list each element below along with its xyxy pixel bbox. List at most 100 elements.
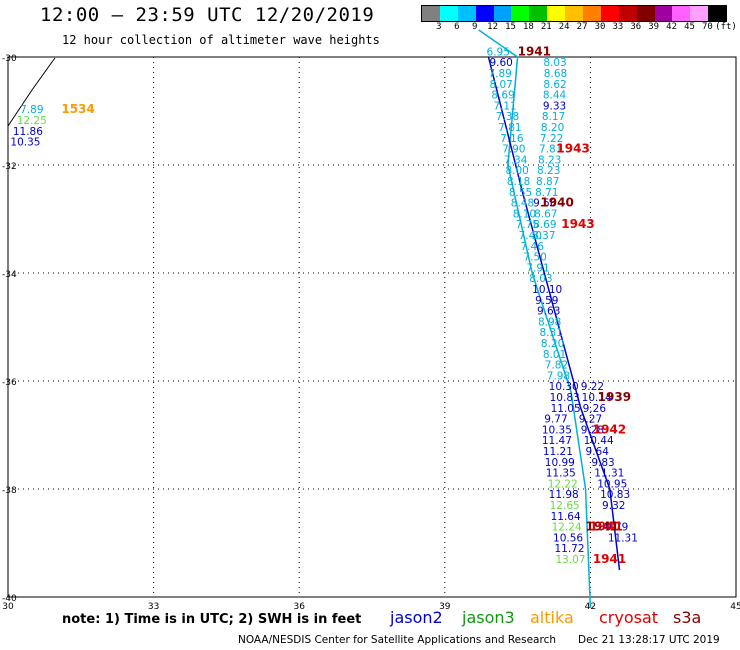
swh-value: 9.59 bbox=[535, 295, 558, 307]
swh-value: 13.07 bbox=[555, 554, 585, 566]
swh-value: 7.81 bbox=[539, 144, 562, 156]
legend-label: 30 bbox=[594, 22, 606, 32]
legend-swatch bbox=[439, 6, 458, 21]
swh-value: 9.33 bbox=[543, 100, 566, 112]
legend-label: 3 bbox=[436, 22, 442, 32]
legend-label: 21 bbox=[540, 22, 552, 32]
swh-value: 10.10 bbox=[532, 284, 562, 296]
map-frame bbox=[7, 56, 737, 598]
swh-value: 11.86 bbox=[13, 126, 43, 138]
legend-label: 18 bbox=[522, 22, 534, 32]
pass-time-label: 1939 bbox=[598, 390, 631, 404]
legend-swatch bbox=[493, 6, 512, 21]
legend-swatch bbox=[636, 6, 655, 21]
pass-time-label: 1534 bbox=[61, 102, 94, 116]
pass-time-label: 1942 bbox=[593, 422, 626, 436]
swh-value: 8.07 bbox=[489, 79, 512, 91]
legend-swatch bbox=[654, 6, 673, 21]
swh-value: 12.25 bbox=[17, 115, 47, 127]
swh-value: 12.65 bbox=[550, 500, 580, 512]
legend-swatch bbox=[529, 6, 548, 21]
lat-tick-label: -40 bbox=[2, 594, 17, 604]
lon-tick-label: 42 bbox=[585, 602, 596, 612]
swh-values: 6.959.607.898.078.697.117.387.817.167.90… bbox=[10, 46, 638, 566]
swh-value: 9.63 bbox=[537, 306, 560, 318]
swh-value: 9.32 bbox=[602, 500, 625, 512]
legend-jason2: jason2 bbox=[390, 608, 443, 627]
legend-label: 9 bbox=[471, 22, 478, 32]
legend-label: 12 bbox=[487, 22, 499, 32]
swh-value: 8.98 bbox=[538, 316, 561, 328]
swh-value: 8.18 bbox=[507, 176, 530, 188]
lat-lon-grid bbox=[7, 56, 737, 598]
swh-value: 11.31 bbox=[594, 468, 624, 480]
swh-value: 10.99 bbox=[545, 457, 575, 469]
track-line bbox=[487, 56, 621, 571]
swh-value: 9.60 bbox=[489, 57, 512, 69]
lon-tick-label: 36 bbox=[293, 602, 305, 612]
map-title: 12:00 – 23:59 UTC 12/20/2019 bbox=[40, 4, 375, 26]
pass-time-label: 1941 bbox=[518, 44, 551, 58]
swh-value: 9.79 bbox=[605, 522, 628, 534]
swh-value: 7.40 bbox=[519, 230, 542, 242]
swh-value: 8.17 bbox=[542, 111, 565, 123]
swh-value: 10.14 bbox=[582, 392, 612, 404]
swh-value: 8.62 bbox=[543, 79, 566, 91]
swh-value: 9.22 bbox=[581, 381, 604, 393]
lat-tick-label: -36 bbox=[2, 378, 17, 388]
legend-label: 15 bbox=[505, 22, 516, 32]
legend-swatch bbox=[672, 6, 691, 21]
legend-label: 42 bbox=[666, 22, 678, 32]
legend-label: 6 bbox=[454, 22, 460, 32]
lat-tick-label: -34 bbox=[2, 270, 17, 280]
lat-tick-label: -32 bbox=[2, 162, 17, 172]
swh-value: 6.95 bbox=[487, 46, 510, 58]
coastline bbox=[7, 57, 56, 127]
swh-value: 9.64 bbox=[586, 446, 610, 458]
map-subtitle: 12 hour collection of altimeter wave hei… bbox=[62, 33, 380, 47]
swh-value: 7.16 bbox=[500, 133, 524, 145]
swh-value: 10.44 bbox=[584, 435, 614, 447]
legend-swatch bbox=[422, 6, 440, 21]
swh-value: 8.44 bbox=[543, 90, 567, 102]
lon-tick-label: 45 bbox=[730, 602, 740, 612]
swh-value: 9.77 bbox=[544, 414, 567, 426]
legend-label: 70 bbox=[701, 22, 713, 32]
legend-cryosat: cryosat bbox=[599, 608, 659, 627]
legend-swatch bbox=[565, 6, 584, 21]
swh-value: 10.83 bbox=[600, 489, 630, 501]
legend-altika: altika bbox=[530, 608, 574, 627]
swh-value: 11.35 bbox=[546, 468, 576, 480]
track-line bbox=[478, 29, 592, 608]
legend-swatch bbox=[690, 6, 709, 21]
legend-label: 27 bbox=[576, 22, 588, 32]
legend-swatch bbox=[511, 6, 530, 21]
swh-value: 9.28 bbox=[581, 424, 604, 436]
swh-value: 10.95 bbox=[597, 478, 627, 490]
legend-label: 36 bbox=[630, 22, 642, 32]
swh-value: 10.56 bbox=[553, 532, 583, 544]
swh-value: 12.24 bbox=[552, 522, 582, 534]
pass-time-label: 1941 bbox=[586, 520, 619, 534]
pass-time-label: 1943 bbox=[561, 217, 594, 231]
lon-tick-label: 39 bbox=[439, 602, 451, 612]
swh-value: 7.82 bbox=[545, 360, 568, 372]
legend-jason3: jason3 bbox=[462, 608, 515, 627]
swh-value: 11.72 bbox=[554, 543, 584, 555]
swh-value: 8.00 bbox=[505, 165, 528, 177]
swh-value: 8.87 bbox=[536, 176, 559, 188]
color-scale-labels: 3 6 9 12 15 18 21 24 27 30 33 36 39 42 45 70 (ft) bbox=[0, 22, 740, 34]
swh-value: 11.31 bbox=[608, 532, 638, 544]
lat-tick-label: -38 bbox=[2, 486, 17, 496]
legend-swatch bbox=[457, 6, 476, 21]
swh-value: 8.48 bbox=[511, 198, 534, 210]
swh-value: 10.83 bbox=[550, 392, 580, 404]
pass-time-label: 1941 bbox=[589, 520, 622, 534]
swh-value: 8.67 bbox=[534, 208, 557, 220]
legend-s3a: s3a bbox=[673, 608, 702, 627]
swh-value: 8.37 bbox=[532, 230, 555, 242]
swh-value: 8.23 bbox=[537, 165, 560, 177]
axis-tick-labels: 30 33 36 39 42 45 -30 -32 -34 -36 -38 -40 bbox=[2, 54, 740, 612]
